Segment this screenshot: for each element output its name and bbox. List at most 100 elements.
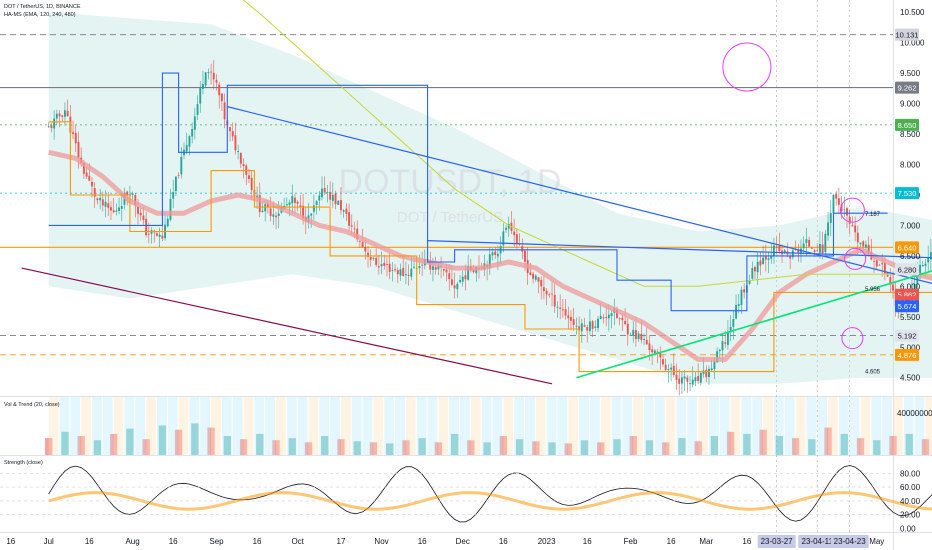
- candle-body: [299, 205, 302, 207]
- volume-bg-stripe: [470, 397, 481, 455]
- price-tick-label: 6.500: [900, 252, 921, 261]
- candle-body: [85, 172, 88, 177]
- candle-body: [199, 87, 202, 104]
- price-axis[interactable]: 10.50010.0009.5009.0008.5008.0007.5007.0…: [895, 8, 932, 534]
- volume-bar: [629, 436, 637, 455]
- highlight-circle-3: [841, 327, 864, 350]
- candle-body: [580, 323, 583, 332]
- candle-body: [629, 334, 632, 336]
- candle-body: [394, 269, 397, 271]
- candle-body: [762, 257, 765, 265]
- volume-bar: [239, 439, 248, 455]
- volume-bg-stripe: [698, 397, 708, 455]
- price-badge: [895, 118, 919, 131]
- volume-bg-stripe: [708, 397, 719, 455]
- candle-body: [193, 116, 196, 130]
- candle-body: [264, 204, 267, 212]
- candle-body: [867, 244, 870, 254]
- watermark-symbol: DOTUSDT, 1D: [339, 163, 562, 201]
- overlay-lines: [48, 0, 932, 373]
- volume-bar: [61, 431, 69, 455]
- highlighted-date-box: [830, 535, 869, 548]
- volume-bg-stripe: [92, 397, 102, 455]
- candle-body: [832, 194, 835, 213]
- price-tick-label: 6.000: [900, 282, 921, 291]
- candle-body: [599, 315, 602, 319]
- volume-bar: [77, 436, 85, 455]
- candle-body: [50, 125, 53, 128]
- candle-body: [827, 222, 830, 236]
- volume-bar: [402, 440, 410, 455]
- volume-bar: [434, 442, 443, 455]
- volume-bg-stripe: [362, 397, 373, 455]
- candle-body: [450, 279, 453, 285]
- candle-body: [689, 383, 691, 385]
- volume-bg-stripe: [243, 397, 254, 455]
- user-drawings[interactable]: 7.187 5.956 4.605: [21, 42, 932, 385]
- candle-body: [107, 203, 110, 208]
- volume-bg-stripe: [492, 397, 503, 455]
- candle-body: [358, 240, 361, 242]
- candle-body: [147, 233, 150, 235]
- candle-body: [645, 339, 648, 345]
- volume-bar: [158, 425, 167, 455]
- candle-body: [55, 113, 58, 119]
- candle-body: [783, 250, 786, 254]
- price-tick-label: 9.500: [900, 69, 921, 78]
- candle-body: [751, 268, 754, 279]
- candle-body: [561, 309, 564, 311]
- candle-body: [672, 365, 675, 375]
- candle-body: [277, 213, 280, 217]
- candle-body: [594, 326, 597, 328]
- candle-body: [864, 244, 867, 248]
- volume-bg-stripe: [297, 397, 308, 455]
- candle-body: [597, 318, 599, 329]
- volume-bar: [45, 438, 53, 455]
- candle-body: [396, 270, 399, 275]
- volume-bar: [726, 431, 735, 455]
- candle-body: [656, 351, 659, 353]
- candle-body: [775, 246, 778, 248]
- candle-body: [196, 104, 199, 115]
- candle-body: [889, 277, 892, 285]
- candle-body: [632, 329, 635, 335]
- candle-body: [605, 316, 608, 319]
- highlighted-date-box: [757, 535, 796, 548]
- annotation-1: 5.956: [865, 287, 881, 293]
- time-axis[interactable]: 16 Jul 16 Aug 16 Sep 16 Oct 17 Nov 16 Dec 16 2023 16 Fe…: [6, 535, 884, 548]
- candle-body: [764, 256, 767, 260]
- candle-body: [513, 231, 516, 236]
- time-tick-label: 17: [337, 537, 346, 546]
- volume-bg-stripe: [903, 397, 914, 455]
- candle-body: [648, 343, 651, 351]
- price-badge-label: 9.262: [898, 84, 917, 93]
- price-badge: [895, 263, 919, 276]
- candle-body: [212, 72, 215, 80]
- price-badge: [895, 241, 919, 254]
- candle-body: [726, 332, 729, 345]
- candle-body: [310, 213, 313, 216]
- trendline-2: [576, 270, 932, 379]
- strength-tick-label: 0.00: [900, 525, 916, 534]
- candle-body: [591, 321, 594, 329]
- candle-body: [778, 245, 781, 252]
- candle-body: [680, 377, 683, 384]
- candle-body: [413, 266, 415, 268]
- candle-body: [621, 317, 624, 321]
- volume-bg-stripe: [405, 397, 416, 455]
- candle-body: [296, 201, 299, 204]
- candle-body: [634, 330, 637, 339]
- candle-body: [572, 319, 575, 326]
- candle-body: [548, 294, 551, 296]
- price-badge-label: 5.862: [898, 291, 917, 300]
- volume-bar: [808, 439, 816, 455]
- candle-body: [754, 266, 756, 272]
- volume-bg-stripe: [167, 397, 178, 455]
- candle-body: [407, 274, 410, 276]
- volume-bar: [791, 438, 800, 455]
- volume-bar: [597, 442, 605, 455]
- volume-bg-stripe: [557, 397, 568, 455]
- candle-body: [326, 192, 329, 194]
